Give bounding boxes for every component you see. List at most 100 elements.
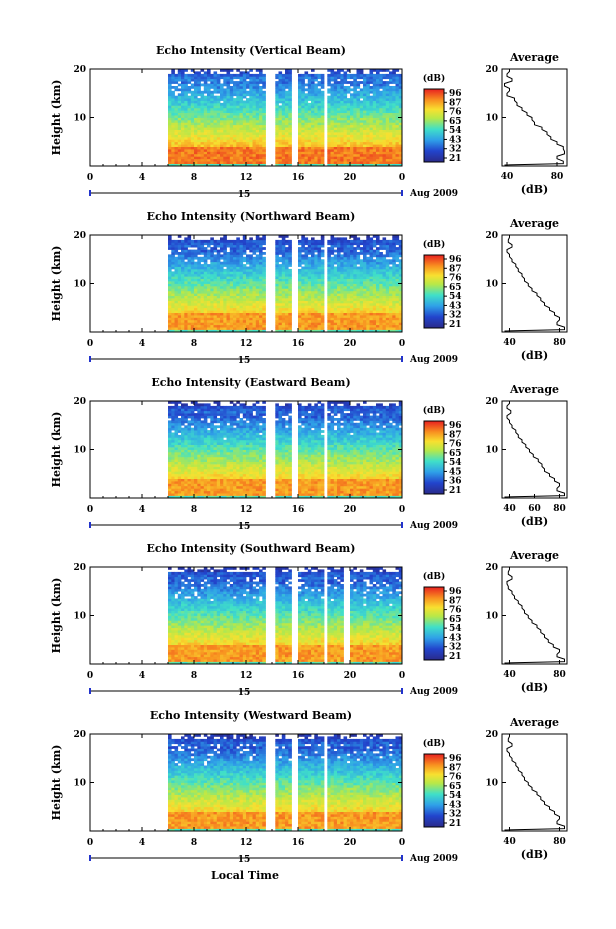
colorbar-tick-label: 87 (449, 763, 462, 773)
x-tick-label: 0 (399, 173, 405, 183)
beam-panel-4: Echo Intensity (Westward Beam) 0 4 8 12 16 20 0… (50, 709, 568, 865)
colorbar-tick-label: 32 (449, 643, 462, 653)
date-label: Aug 2009 (409, 854, 458, 864)
colorbar (423, 586, 445, 661)
average-profile-line (504, 69, 565, 166)
x-tick-label: 12 (240, 505, 253, 515)
heatmap-cells (168, 69, 403, 167)
average-profile-line (504, 567, 565, 664)
average-title: Average (509, 383, 559, 396)
y-tick-label: 10 (73, 114, 86, 124)
avg-y-tick-label: 10 (485, 280, 498, 290)
x-tick-label: 0 (87, 339, 93, 349)
colorbar-tick-label: 65 (449, 615, 462, 625)
y-tick-label: 20 (73, 65, 86, 75)
panel-title: Echo Intensity (Eastward Beam) (151, 376, 350, 389)
avg-x-tick-label: 40 (503, 504, 516, 514)
colorbar-tick-label: 87 (449, 98, 462, 108)
y-tick-label: 20 (73, 231, 86, 241)
y-axis-label: Height (km) (50, 80, 63, 156)
avg-y-tick-label: 20 (485, 397, 498, 407)
y-axis-label: Height (km) (50, 246, 63, 322)
avg-x-tick-label: 40 (503, 670, 516, 680)
beam-panel-2: Echo Intensity (Eastward Beam) 0 4 8 12 16 20 0… (50, 376, 568, 532)
colorbar-tick-label: 54 (449, 458, 462, 468)
colorbar-tick-label: 32 (449, 810, 462, 820)
x-tick-label: 0 (399, 838, 405, 848)
average-title: Average (509, 549, 559, 562)
colorbar-tick-label: 76 (449, 773, 462, 783)
x-tick-label: 16 (292, 671, 305, 681)
avg-x-tick-label: 80 (553, 504, 566, 514)
beam-panel-0: Echo Intensity (Vertical Beam) 0 4 8 12 16 20 0… (50, 44, 568, 200)
colorbar-unit: (dB) (423, 738, 445, 749)
colorbar-tick-label: 21 (449, 486, 462, 496)
x-tick-label: 20 (344, 339, 357, 349)
colorbar-tick-label: 36 (449, 477, 462, 487)
colorbar-tick-label: 43 (449, 135, 462, 145)
colorbar-tick-label: 21 (449, 652, 462, 662)
x-tick-label: 4 (139, 505, 145, 515)
colorbar (423, 753, 445, 828)
average-title: Average (509, 51, 559, 64)
colorbar-tick-label: 54 (449, 624, 462, 634)
average-frame (501, 68, 568, 167)
y-tick-label: 10 (73, 280, 86, 290)
avg-y-tick-label: 10 (485, 612, 498, 622)
y-axis-label: Height (km) (50, 578, 63, 654)
x-tick-label: 0 (87, 505, 93, 515)
x-tick-label: 16 (292, 339, 305, 349)
avg-y-tick-label: 20 (485, 730, 498, 740)
colorbar-tick-label: 96 (449, 255, 462, 265)
colorbar-tick-label: 65 (449, 117, 462, 127)
x-tick-label: 12 (240, 339, 253, 349)
x-tick-label: 20 (344, 173, 357, 183)
y-tick-label: 10 (73, 446, 86, 456)
colorbar-unit: (dB) (423, 405, 445, 416)
day-marker: 15 (238, 688, 251, 698)
colorbar-tick-label: 54 (449, 126, 462, 136)
y-tick-label: 20 (73, 397, 86, 407)
x-tick-label: 20 (344, 505, 357, 515)
average-frame (501, 234, 568, 333)
avg-y-tick-label: 10 (485, 779, 498, 789)
colorbar-tick-label: 76 (449, 440, 462, 450)
day-marker: 15 (238, 522, 251, 532)
date-label: Aug 2009 (409, 355, 458, 365)
colorbar-tick-label: 87 (449, 430, 462, 440)
avg-x-tick-label: 60 (528, 504, 541, 514)
average-profile-line (504, 401, 565, 498)
colorbar-tick-label: 54 (449, 292, 462, 302)
colorbar-tick-label: 43 (449, 301, 462, 311)
avg-y-tick-label: 20 (485, 65, 498, 75)
x-tick-label: 20 (344, 838, 357, 848)
x-tick-label: 0 (399, 505, 405, 515)
colorbar (423, 420, 445, 495)
average-profile-line (504, 235, 565, 332)
panel-title: Echo Intensity (Northward Beam) (147, 210, 356, 223)
date-label: Aug 2009 (409, 521, 458, 531)
average-profile-line (504, 734, 565, 831)
avg-x-tick-label: 80 (553, 338, 566, 348)
x-tick-label: 12 (240, 173, 253, 183)
x-tick-label: 12 (240, 838, 253, 848)
avg-y-tick-label: 20 (485, 231, 498, 241)
y-axis-label: Height (km) (50, 412, 63, 488)
x-tick-label: 16 (292, 173, 305, 183)
x-tick-label: 4 (139, 173, 145, 183)
x-tick-label: 0 (87, 838, 93, 848)
colorbar-tick-label: 32 (449, 145, 462, 155)
date-label: Aug 2009 (409, 687, 458, 697)
panel-title: Echo Intensity (Westward Beam) (150, 709, 352, 722)
x-tick-label: 8 (191, 838, 197, 848)
x-tick-label: 16 (292, 505, 305, 515)
y-tick-label: 20 (73, 563, 86, 573)
colorbar-tick-label: 65 (449, 449, 462, 459)
colorbar-tick-label: 21 (449, 154, 462, 164)
average-xlabel: (dB) (521, 848, 548, 861)
x-tick-label: 8 (191, 339, 197, 349)
x-tick-label: 4 (139, 838, 145, 848)
x-tick-label: 20 (344, 671, 357, 681)
average-title: Average (509, 217, 559, 230)
